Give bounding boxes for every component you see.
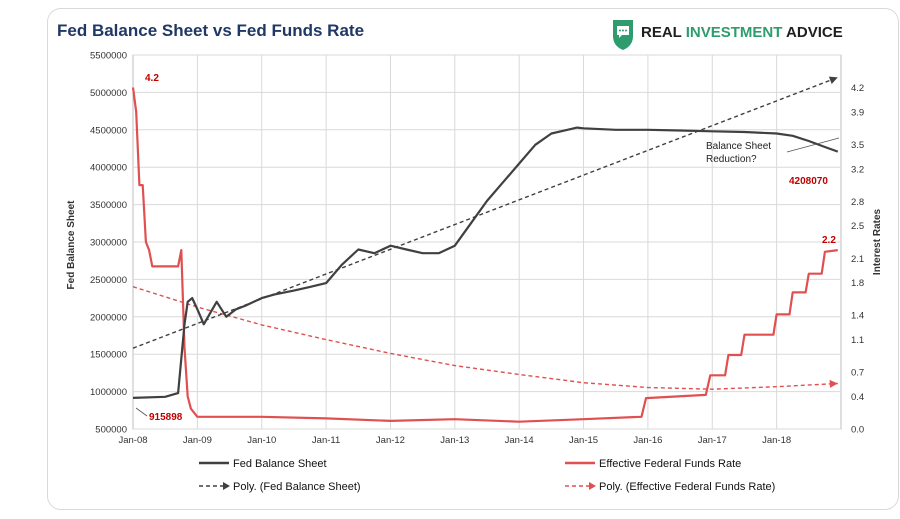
annotation-end-balance: 4208070 — [789, 176, 828, 187]
brand-suffix: ADVICE — [782, 24, 842, 41]
y2-tick-label: 0.7 — [851, 368, 864, 379]
x-tick-label: Jan-17 — [698, 435, 727, 446]
y-axis-label: Fed Balance Sheet — [66, 200, 77, 290]
legend-label-rate: Effective Federal Funds Rate — [599, 458, 741, 470]
legend-item-poly-rate: Poly. (Effective Federal Funds Rate) — [565, 481, 775, 493]
y2-tick-label: 3.2 — [851, 164, 864, 175]
y2-tick-label: 2.5 — [851, 221, 864, 232]
legend-item-poly-balance: Poly. (Fed Balance Sheet) — [199, 481, 361, 493]
series-layer — [131, 76, 839, 423]
x-tick-label: Jan-14 — [505, 435, 534, 446]
x-tick-label: Jan-10 — [247, 435, 276, 446]
x-tick-label: Jan-11 — [312, 435, 340, 446]
y2-tick-label: 3.5 — [851, 140, 864, 151]
y-tick-label: 2500000 — [90, 275, 127, 286]
y2-tick-label: 4.2 — [851, 83, 864, 94]
y-tick-label: 1000000 — [90, 387, 127, 398]
y-tick-label: 4500000 — [90, 125, 127, 136]
legend-item-balance: Fed Balance Sheet — [199, 458, 327, 470]
annotation-bs-reduction-2: Reduction? — [706, 154, 757, 165]
annotation-start-balance-leader — [135, 407, 148, 417]
legend: Fed Balance Sheet Effective Federal Fund… — [199, 458, 775, 493]
y2-tick-label: 0.0 — [851, 425, 864, 436]
annotation-start-balance: 915898 — [149, 412, 183, 423]
brand-accent: INVESTMENT — [686, 24, 783, 41]
chart-frame — [47, 8, 899, 510]
y-tick-label: 5000000 — [90, 88, 127, 99]
series-line-effective-federal-funds-rate — [131, 87, 838, 423]
trend-arrowhead — [829, 379, 838, 388]
y2-tick-label: 2.8 — [851, 197, 864, 208]
y-tick-label: 3000000 — [90, 238, 127, 249]
legend-label-balance: Fed Balance Sheet — [233, 458, 327, 470]
x-tick-label: Jan-09 — [183, 435, 212, 446]
y2-tick-label: 2.1 — [851, 254, 864, 265]
y2-axis-ticks: 0.0 0.4 0.7 1.1 1.4 1.8 2.1 2.5 2.8 3.2 3.5 3.9 4.2 — [851, 83, 864, 435]
series-line-fed-balance-sheet — [132, 126, 839, 399]
x-tick-label: Jan-08 — [118, 435, 147, 446]
y-axis-ticks: 500000 1000000 1500000 2000000 2500000 300000… — [90, 51, 127, 436]
legend-label-poly-rate: Poly. (Effective Federal Funds Rate) — [599, 481, 775, 493]
annotation-bs-reduction-1: Balance Sheet — [706, 141, 771, 152]
brand-prefix: REAL — [641, 24, 686, 41]
trend-arrowhead — [828, 76, 838, 84]
x-tick-label: Jan-16 — [633, 435, 662, 446]
legend-label-poly-balance: Poly. (Fed Balance Sheet) — [233, 481, 361, 493]
y2-tick-label: 3.9 — [851, 107, 864, 118]
chart-title: Fed Balance Sheet vs Fed Funds Rate — [57, 21, 364, 40]
y-tick-label: 1500000 — [90, 350, 127, 361]
y2-axis-label: Interest Rates — [872, 208, 883, 275]
gridlines — [133, 54, 841, 430]
y2-tick-label: 0.4 — [851, 392, 864, 403]
x-tick-label: Jan-15 — [569, 435, 598, 446]
legend-item-rate: Effective Federal Funds Rate — [565, 458, 741, 470]
series-line-poly-effective-federal-funds-rate — [132, 286, 838, 390]
brand-name: REAL INVESTMENT ADVICE — [641, 24, 843, 41]
y-tick-label: 3500000 — [90, 200, 127, 211]
x-tick-label: Jan-12 — [376, 435, 405, 446]
x-tick-label: Jan-18 — [762, 435, 791, 446]
y2-tick-label: 1.4 — [851, 311, 864, 322]
y2-tick-label: 1.8 — [851, 278, 864, 289]
annotation-bs-reduction-leader — [786, 137, 840, 153]
annotation-start-rate: 4.2 — [145, 73, 159, 84]
brand-logo: REAL INVESTMENT ADVICE — [613, 20, 843, 50]
shield-chat-icon — [613, 20, 633, 50]
y-tick-label: 500000 — [95, 425, 127, 436]
y2-tick-label: 1.1 — [851, 335, 864, 346]
y-tick-label: 5500000 — [90, 51, 127, 62]
x-tick-label: Jan-13 — [440, 435, 469, 446]
y-tick-label: 4000000 — [90, 163, 127, 174]
x-axis-ticks: Jan-08 Jan-09 Jan-10 Jan-11 Jan-12 Jan-13 Jan-… — [118, 435, 791, 446]
y-tick-label: 2000000 — [90, 312, 127, 323]
annotation-end-rate: 2.2 — [822, 235, 836, 246]
